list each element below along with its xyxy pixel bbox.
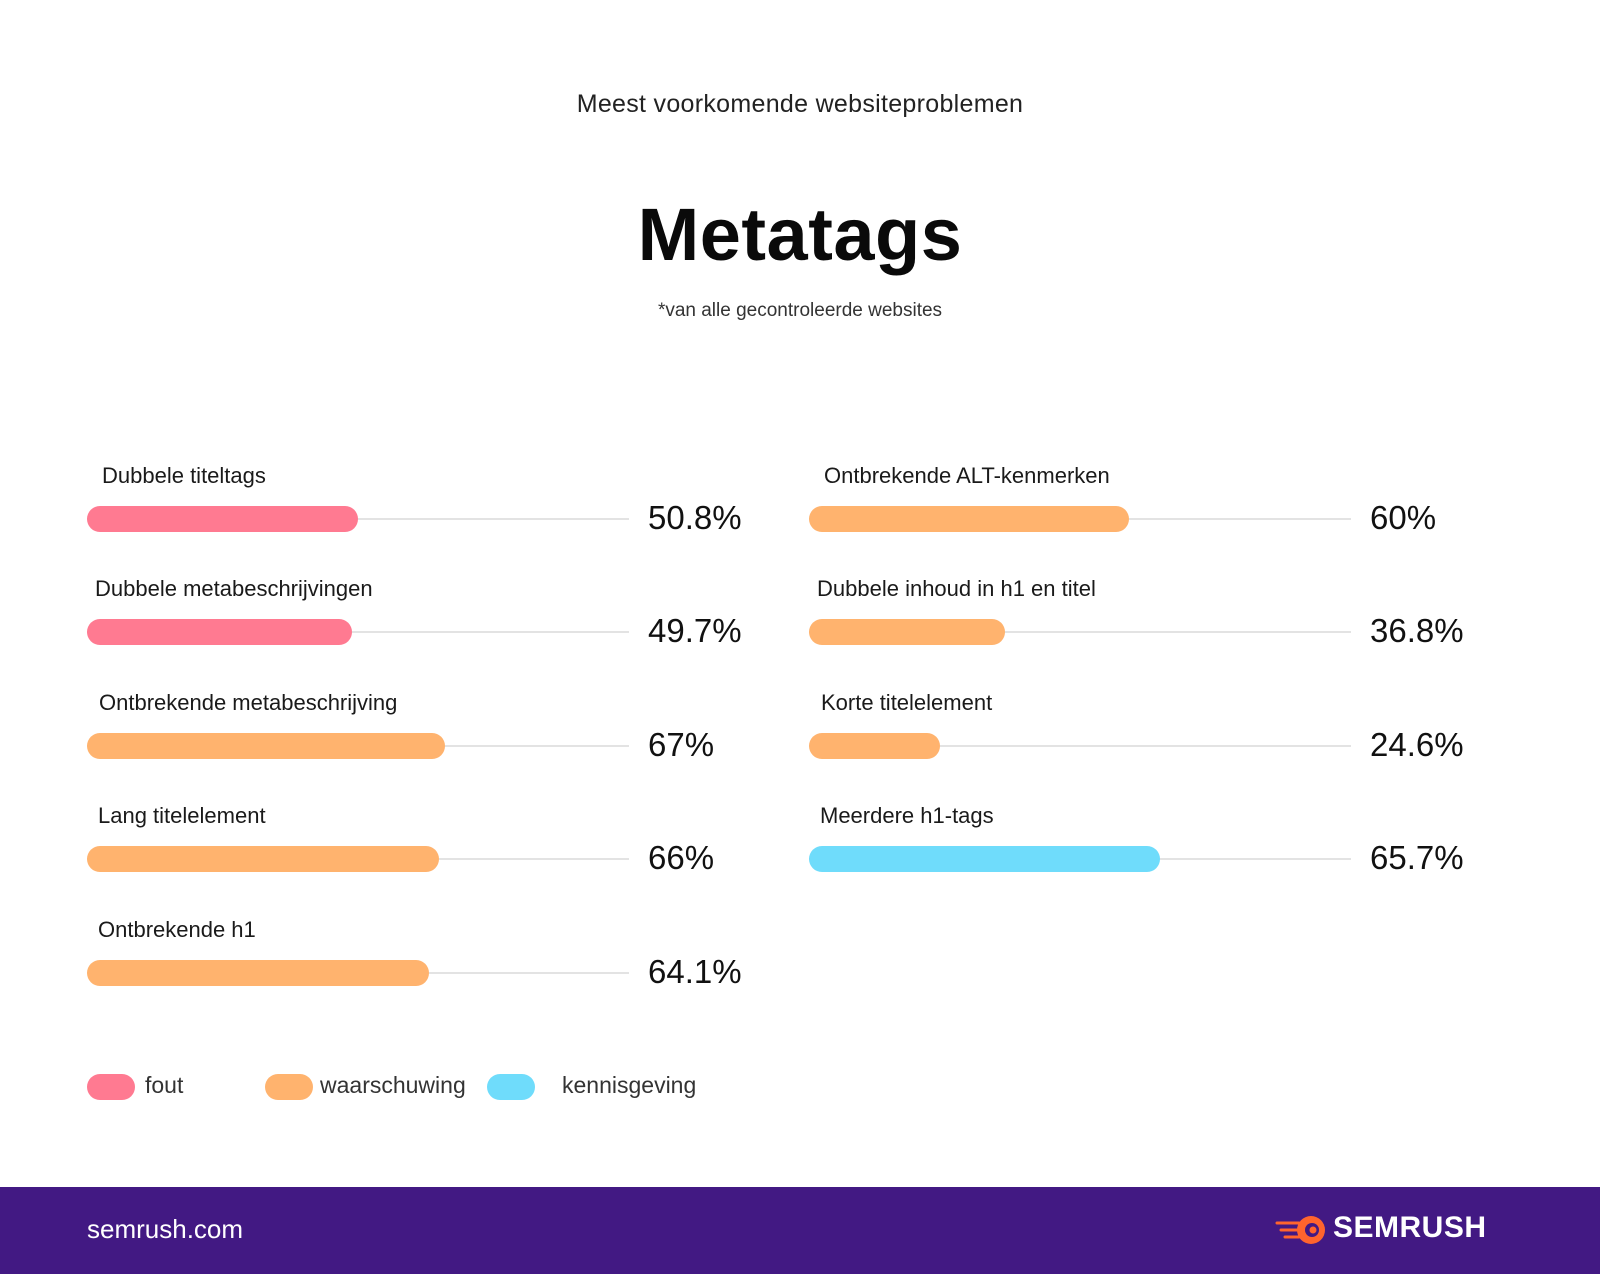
bar-value: 64.1% [648, 953, 742, 990]
bar [87, 506, 359, 532]
brand-name: SEMRUSH [1333, 1211, 1487, 1244]
semrush-fireball-icon [1275, 1216, 1325, 1244]
bar-value: 50.8% [648, 499, 742, 536]
bar [87, 619, 353, 645]
footer-url[interactable]: semrush.com [87, 1214, 244, 1244]
bar [809, 846, 1160, 872]
bar [87, 846, 440, 872]
bar [809, 733, 941, 759]
legend-label: waarschuwing [320, 1072, 466, 1098]
page-title: Metatags [637, 193, 963, 276]
bar-label: Ontbrekende ALT-kenmerken [824, 463, 1110, 488]
bar [809, 506, 1130, 532]
bar [87, 733, 445, 759]
bar-value: 36.8% [1370, 612, 1464, 649]
chart-row: Dubbele titeltags 50.8% [87, 463, 787, 543]
brand-logo: SEMRUSH [1275, 1209, 1515, 1249]
bar-label: Dubbele inhoud in h1 en titel [817, 576, 1096, 601]
legend-label: fout [145, 1072, 184, 1098]
bar-label: Ontbrekende metabeschrijving [99, 690, 398, 715]
page-subtitle: Meest voorkomende websiteproblemen [576, 90, 1024, 118]
bar-track [809, 745, 1351, 747]
bar-label: Korte titelelement [821, 690, 993, 715]
chart-row: Dubbele metabeschrijvingen 49.7% [87, 576, 787, 656]
bar-value: 24.6% [1370, 726, 1464, 763]
bar-value: 65.7% [1370, 839, 1464, 876]
bar [809, 619, 1006, 645]
chart-row: Ontbrekende metabeschrijving 67% [87, 690, 787, 770]
bar-track [809, 631, 1351, 633]
bar-label: Dubbele metabeschrijvingen [95, 576, 373, 601]
chart-row: Dubbele inhoud in h1 en titel 36.8% [809, 576, 1509, 656]
bar-value: 60% [1370, 499, 1437, 536]
chart-row: Meerdere h1-tags 65.7% [809, 803, 1509, 883]
page-note: *van alle gecontroleerde websites [657, 300, 943, 321]
chart-row: Lang titelelement 66% [87, 803, 787, 883]
bar-label: Lang titelelement [98, 803, 266, 828]
legend-label: kennisgeving [562, 1072, 697, 1098]
bar-track [87, 631, 629, 633]
legend-swatch [487, 1074, 535, 1100]
legend-swatch [87, 1074, 135, 1100]
bar-value: 66% [648, 839, 715, 876]
chart-row: Ontbrekende ALT-kenmerken 60% [809, 463, 1509, 543]
bar-label: Meerdere h1-tags [820, 803, 994, 828]
bar-value: 67% [648, 726, 715, 763]
bar [87, 960, 430, 986]
chart-row: Korte titelelement 24.6% [809, 690, 1509, 770]
footer: semrush.com SEMRUSH [0, 1187, 1600, 1274]
bar-label: Ontbrekende h1 [98, 917, 256, 942]
bar-label: Dubbele titeltags [102, 463, 266, 488]
bar-value: 49.7% [648, 612, 742, 649]
chart-row: Ontbrekende h1 64.1% [87, 917, 787, 997]
legend-swatch [265, 1074, 313, 1100]
bar-chart: Dubbele titeltags 50.8% Dubbele metabeschr… [87, 463, 1509, 997]
